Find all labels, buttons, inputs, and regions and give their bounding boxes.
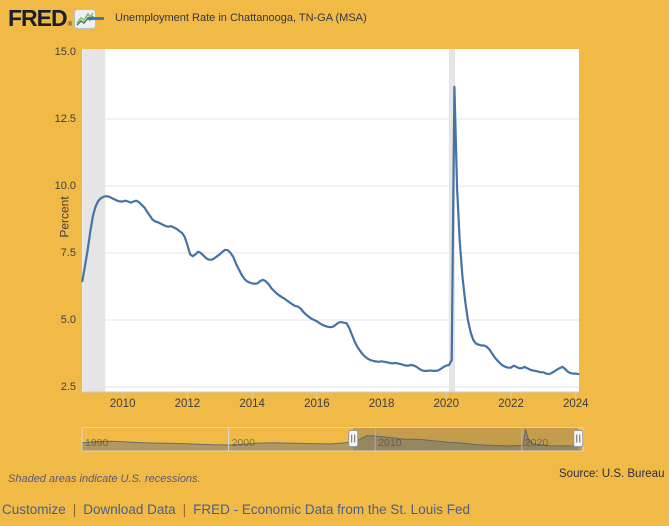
chart-canvas[interactable] — [0, 0, 669, 462]
x-tick-label: 2012 — [174, 398, 201, 410]
y-tick-label: 15.0 — [54, 45, 76, 58]
navigator-decade-label: 2010 — [378, 437, 402, 449]
navigator-handle-left[interactable] — [348, 430, 359, 447]
footer-links: Customize | Download Data | FRED - Economic … — [2, 502, 470, 517]
footer-link-customize[interactable]: Customize — [2, 502, 66, 517]
y-tick-label: 12.5 — [54, 112, 76, 125]
x-tick-label: 2018 — [368, 398, 395, 410]
recession-note: Shaded areas indicate U.S. recessions. — [8, 473, 201, 485]
source-text: Source: U.S. Bureau — [559, 468, 665, 480]
navigator-selected-range[interactable] — [353, 427, 579, 452]
navigator-area — [82, 429, 582, 451]
link-separator: | — [72, 502, 77, 517]
x-tick-label: 2022 — [498, 398, 524, 410]
x-tick-label: 2010 — [109, 398, 136, 410]
y-tick-label: 5.0 — [60, 313, 76, 326]
x-tick-label: 2016 — [304, 398, 330, 410]
recession-band — [82, 49, 106, 392]
footer-link-fred[interactable]: FRED - Economic Data from the St. Louis … — [193, 502, 470, 517]
registered-trademark: ® — [67, 22, 73, 28]
y-tick-label: 10.0 — [54, 179, 76, 192]
legend-line-swatch — [87, 17, 104, 20]
main-series-line — [81, 85, 580, 376]
navigator-decade-label: 2000 — [231, 437, 255, 449]
recession-band — [448, 49, 455, 392]
navigator-decade-label: 2020 — [524, 437, 549, 449]
navigator-handle-right[interactable] — [573, 430, 584, 447]
x-tick-label: 2014 — [239, 398, 265, 410]
y-tick-label: 7.5 — [60, 246, 76, 259]
link-separator: | — [182, 502, 187, 517]
navigator-decade-label: 1990 — [85, 437, 109, 449]
fred-logo[interactable]: FRED ® — [8, 5, 97, 31]
x-tick-label: 2024 — [562, 398, 589, 410]
x-tick-label: 2020 — [433, 398, 460, 410]
fred-logo-text: FRED — [8, 5, 68, 31]
plot-area[interactable] — [82, 49, 579, 392]
legend-label[interactable]: Unemployment Rate in Chattanooga, TN-GA … — [115, 12, 367, 24]
y-tick-label: 2.5 — [60, 380, 76, 393]
footer-link-download[interactable]: Download Data — [83, 502, 176, 517]
